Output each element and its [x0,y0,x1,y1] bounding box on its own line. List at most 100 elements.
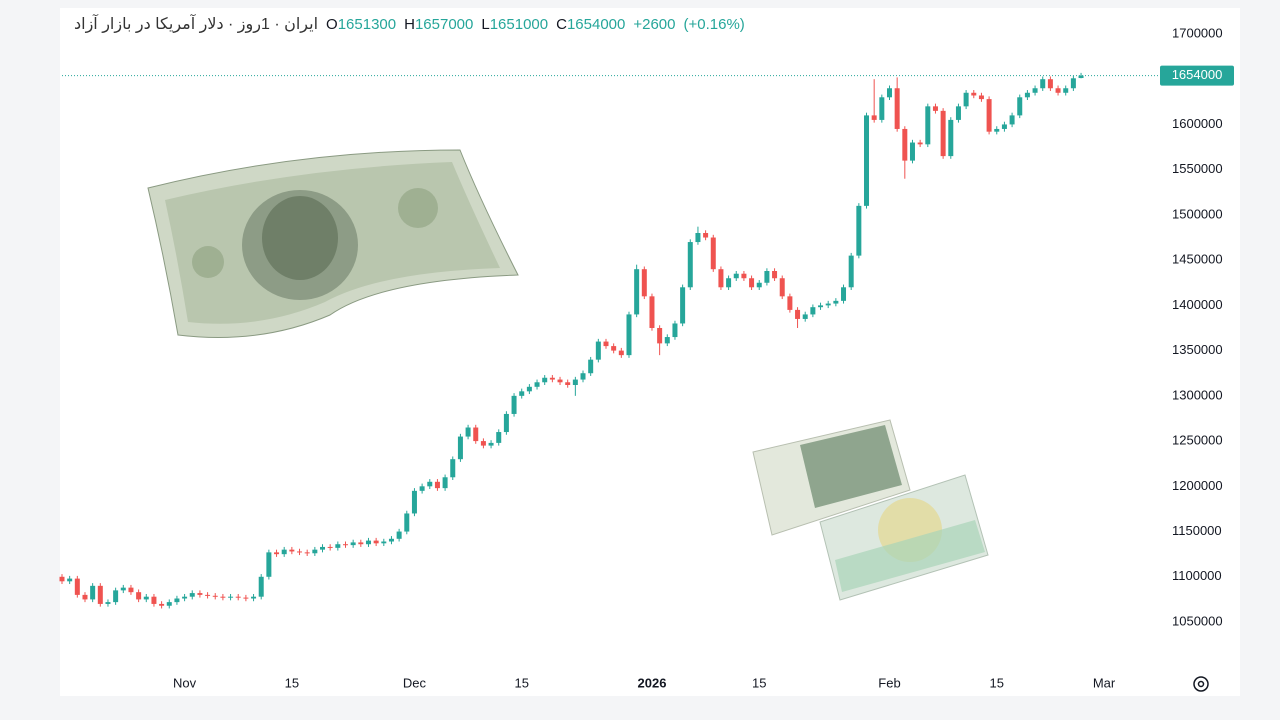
candle-body [864,115,870,206]
dollar-image [147,149,519,338]
candle-body [795,309,801,319]
candle-body [680,287,686,324]
candle-body [565,382,571,385]
x-tick-label: Dec [403,675,427,690]
candle-body [404,513,410,532]
candle-body [703,233,709,238]
candle-body [810,307,816,315]
candle-body [549,377,555,380]
ohlc-value: 1657000 [414,15,474,33]
candle-body [572,379,578,385]
y-tick-label: 1500000 [1172,206,1223,221]
candle-body [266,552,272,577]
candle-body [848,255,854,288]
candle-body [1055,88,1061,93]
candle-body [741,273,747,279]
candle-body [113,590,119,603]
candle-body [886,88,892,98]
candle-body [59,576,65,582]
candle-body [381,541,387,544]
candle-body [1040,79,1046,89]
settings-icon[interactable] [1193,676,1209,692]
ohlc-open: O1651300 [326,16,396,33]
candle-body [182,596,188,599]
candle-body [350,542,356,546]
chart-panel [60,8,1240,696]
x-tick-label: 15 [752,675,766,690]
candle-body [473,427,479,442]
candle-body [312,549,318,554]
y-tick-label: 1550000 [1172,161,1223,176]
candle-body [971,92,977,96]
ohlc-value: 1651000 [489,15,549,33]
candle-body [358,542,364,545]
candle-body [143,596,149,600]
y-tick-label: 1250000 [1172,433,1223,448]
candle-body [1070,78,1076,89]
candle-body [932,106,938,111]
candle-body [82,594,88,600]
candle-body [427,481,433,487]
candle-body [465,427,471,437]
ohlc-label: C [556,15,567,33]
candle-body [519,391,525,396]
ohlc-value: 1654000 [566,15,626,33]
candle-body [457,436,463,460]
candle-body [251,596,257,599]
candle-body [105,602,111,604]
candle-body [74,578,80,595]
change-percent: (+0.16%) [683,15,745,33]
candle-body [1078,75,1084,79]
x-tick-label: Feb [878,675,900,690]
candle-body [588,359,594,374]
candle-body [917,142,923,145]
candle-body [672,323,678,338]
candle-body [235,596,241,598]
candle-body [97,585,103,604]
candle-body [841,287,847,301]
candle-body [526,386,532,392]
candle-body [618,350,624,356]
candle-body [136,592,142,600]
candle-body [212,595,218,597]
ohlc-label: O [326,15,338,33]
candle-body [825,303,831,306]
candle-body [1009,115,1015,125]
y-tick-label: 1300000 [1172,387,1223,402]
candle-body [710,237,716,270]
candle-body [925,106,931,145]
candle-body [909,142,915,161]
candle-body [986,99,992,132]
candle-body [695,233,701,243]
candle-body [894,88,900,129]
candle-body [442,477,448,489]
x-tick-label: 15 [285,675,299,690]
candle-body [1017,97,1023,116]
last-price-label: 1654000 [1172,67,1223,82]
candle-body [948,119,954,157]
y-tick-label: 1700000 [1172,25,1223,40]
x-tick-label: 15 [514,675,528,690]
candle-body [626,314,632,356]
candle-body [396,531,402,539]
candle-body [749,278,755,288]
candle-body [802,314,808,319]
candle-body [955,106,961,120]
candle-body [978,95,984,100]
change: +2600 [633,15,676,33]
candle-body [480,441,486,446]
candle-body [940,110,946,157]
candle-body [1024,92,1030,98]
y-tick-label: 1200000 [1172,478,1223,493]
candle-body [657,327,663,344]
ohlc-close: C1654000 [556,16,625,33]
candle-body [511,395,517,414]
candle-body [90,585,96,600]
candle-body [166,602,172,606]
ohlc-label: L [481,15,490,33]
y-tick-label: 1150000 [1172,523,1222,538]
candle-body [1047,79,1053,89]
candle-body [159,603,165,606]
candle-body [787,296,793,310]
